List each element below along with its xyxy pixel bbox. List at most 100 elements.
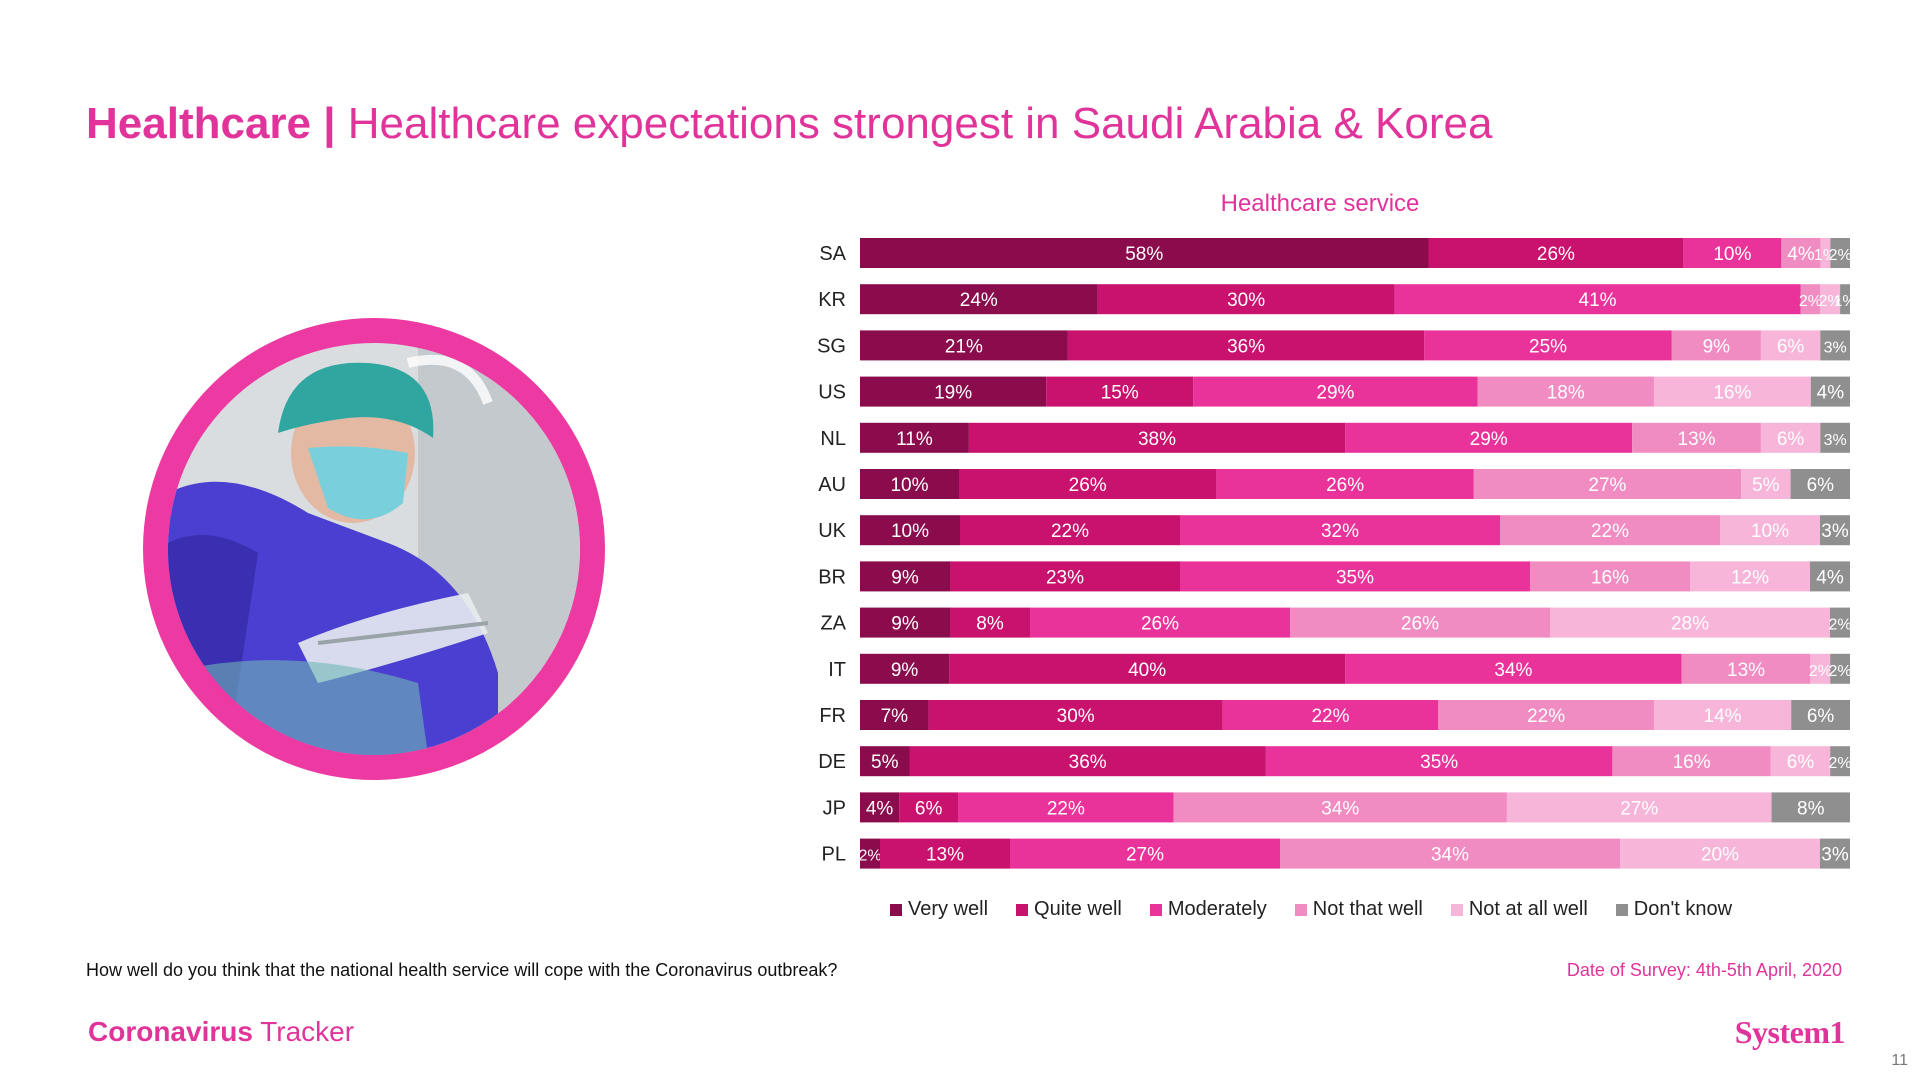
bar-it-not-at-all-well (1810, 653, 1831, 684)
category-label-nl: NL (820, 428, 846, 450)
data-label-it-0: 9% (891, 660, 919, 681)
legend-swatch (1294, 903, 1307, 916)
data-label-jp-5: 8% (1797, 798, 1825, 819)
data-label-br-3: 16% (1591, 567, 1629, 588)
bar-sa-quite-well (1428, 238, 1684, 268)
bar-de-don-t-know (1830, 746, 1850, 777)
data-label-sg-2: 25% (1529, 336, 1567, 357)
legend-label: Very well (908, 898, 989, 920)
data-label-br-0: 9% (891, 567, 919, 588)
bar-au-quite-well (959, 469, 1217, 499)
data-label-de-5: 2% (1829, 755, 1852, 772)
data-label-jp-1: 6% (915, 798, 943, 819)
data-label-it-4: 2% (1809, 663, 1832, 680)
data-label-kr-4: 2% (1819, 293, 1842, 310)
bar-br-not-at-all-well (1690, 561, 1810, 592)
legend-item-quite-well: Quite well (1016, 898, 1122, 921)
data-label-au-5: 6% (1807, 475, 1835, 496)
legend-swatch (1149, 903, 1162, 916)
bar-fr-very-well (860, 700, 929, 730)
bar-us-not-at-all-well (1653, 376, 1811, 407)
bar-nl-very-well (860, 422, 969, 453)
category-label-br: BR (818, 566, 846, 588)
bar-us-moderately (1193, 376, 1478, 407)
data-label-uk-3: 22% (1591, 521, 1629, 542)
bar-sa-moderately (1683, 238, 1782, 268)
bar-sg-not-that-well (1671, 330, 1761, 361)
data-label-au-2: 26% (1326, 475, 1364, 496)
bar-pl-very-well (860, 838, 880, 869)
bar-pl-not-at-all-well (1620, 838, 1820, 869)
bar-fr-quite-well (928, 700, 1223, 730)
bar-br-moderately (1180, 561, 1530, 592)
bar-sg-not-at-all-well (1760, 330, 1821, 361)
brand-bold: Coronavirus (88, 1016, 253, 1047)
bar-br-very-well (860, 561, 950, 592)
category-label-za: ZA (820, 613, 846, 635)
data-label-pl-2: 27% (1126, 845, 1164, 866)
data-label-nl-1: 38% (1138, 429, 1176, 450)
bar-de-moderately (1265, 746, 1613, 777)
legend-item-moderately: Moderately (1149, 898, 1267, 921)
data-label-nl-0: 11% (896, 429, 933, 450)
category-label-fr: FR (819, 705, 846, 727)
legend-swatch (1615, 903, 1628, 916)
data-label-us-2: 29% (1316, 383, 1354, 404)
data-label-de-0: 5% (871, 752, 899, 773)
bar-uk-not-at-all-well (1720, 515, 1820, 546)
data-label-sa-5: 2% (1829, 247, 1852, 264)
bar-fr-not-at-all-well (1653, 700, 1792, 730)
bar-au-moderately (1216, 469, 1474, 499)
data-label-kr-5: 1% (1833, 293, 1856, 310)
data-label-za-5: 2% (1828, 617, 1851, 634)
bar-nl-not-that-well (1632, 422, 1761, 453)
bar-de-not-that-well (1612, 746, 1771, 777)
data-label-uk-2: 32% (1321, 521, 1359, 542)
data-label-za-0: 9% (891, 614, 919, 635)
chart-title: Healthcare service (1220, 190, 1420, 217)
bar-fr-moderately (1222, 700, 1439, 730)
bar-fr-don-t-know (1791, 700, 1850, 730)
bar-jp-don-t-know (1771, 792, 1850, 823)
legend-label: Not that well (1312, 898, 1423, 920)
bar-sg-moderately (1424, 330, 1672, 361)
data-label-sg-5: 3% (1824, 339, 1847, 356)
legend-item-don-t-know: Don't know (1615, 898, 1733, 921)
bar-pl-moderately (1010, 838, 1280, 869)
category-label-au: AU (818, 474, 846, 496)
bar-sa-not-that-well (1781, 238, 1821, 268)
data-label-sg-0: 21% (945, 336, 983, 357)
bar-br-quite-well (950, 561, 1180, 592)
data-label-sg-4: 6% (1777, 336, 1805, 357)
category-label-jp: JP (823, 797, 846, 819)
category-label-kr: KR (818, 289, 846, 311)
data-label-it-3: 13% (1727, 660, 1765, 681)
data-label-pl-5: 3% (1821, 845, 1849, 866)
data-label-br-5: 4% (1816, 567, 1844, 588)
data-label-jp-4: 27% (1620, 798, 1658, 819)
data-label-kr-1: 30% (1227, 290, 1265, 311)
bar-jp-moderately (958, 792, 1174, 823)
bar-kr-not-that-well (1800, 284, 1821, 315)
bar-za-don-t-know (1830, 607, 1850, 638)
data-label-sa-1: 26% (1537, 244, 1575, 265)
bar-sg-don-t-know (1820, 330, 1850, 361)
bar-br-not-that-well (1530, 561, 1690, 592)
bar-jp-very-well (860, 792, 900, 823)
data-label-kr-2: 41% (1579, 290, 1617, 311)
bar-it-not-that-well (1681, 653, 1811, 684)
legend-item-not-at-all-well: Not at all well (1450, 898, 1588, 921)
bar-fr-not-that-well (1438, 700, 1654, 730)
data-label-jp-0: 4% (866, 798, 894, 819)
data-label-kr-3: 2% (1799, 293, 1822, 310)
data-label-nl-5: 3% (1824, 432, 1847, 449)
data-label-us-4: 16% (1713, 383, 1751, 404)
bar-it-don-t-know (1830, 653, 1850, 684)
data-label-uk-5: 3% (1821, 521, 1849, 542)
data-label-au-0: 10% (890, 475, 928, 496)
data-label-fr-2: 22% (1311, 706, 1349, 727)
data-label-fr-3: 22% (1527, 706, 1565, 727)
data-label-us-3: 18% (1547, 383, 1585, 404)
legend-label: Don't know (1633, 898, 1733, 920)
data-label-za-3: 26% (1401, 614, 1439, 635)
